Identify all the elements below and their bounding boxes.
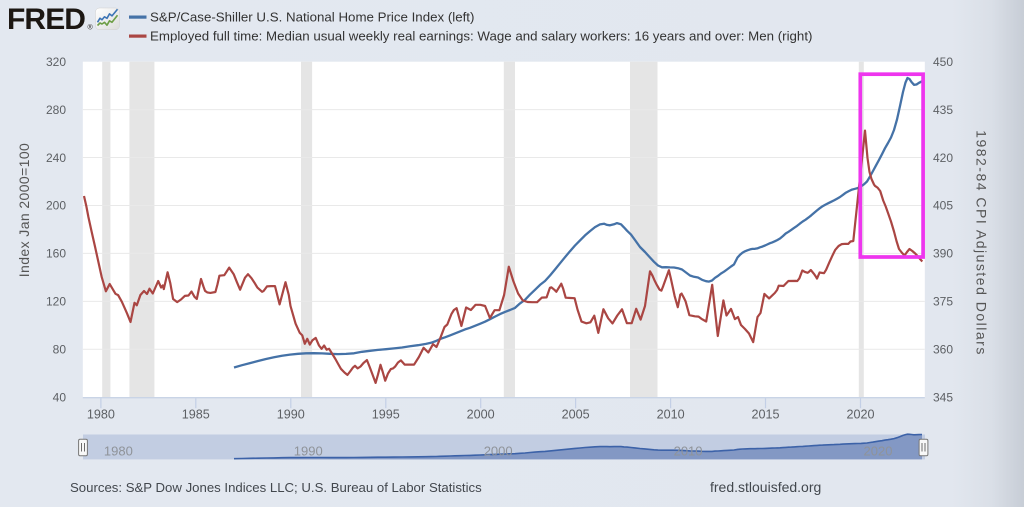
svg-text:Index Jan 2000=100: Index Jan 2000=100 [16, 143, 32, 277]
svg-text:160: 160 [46, 247, 66, 261]
svg-text:450: 450 [933, 55, 953, 69]
svg-text:2000: 2000 [484, 444, 513, 459]
svg-text:1995: 1995 [372, 407, 400, 421]
svg-text:200: 200 [46, 199, 66, 213]
svg-text:2020: 2020 [864, 444, 893, 459]
svg-text:120: 120 [46, 295, 66, 309]
svg-text:S&P/Case-Shiller U.S. National: S&P/Case-Shiller U.S. National Home Pric… [150, 10, 474, 25]
svg-text:2005: 2005 [562, 407, 590, 421]
svg-text:2010: 2010 [657, 407, 685, 421]
svg-text:2015: 2015 [751, 407, 779, 421]
svg-text:390: 390 [933, 247, 953, 261]
svg-text:320: 320 [46, 55, 66, 69]
svg-text:fred.stlouisfed.org: fred.stlouisfed.org [710, 479, 821, 495]
svg-text:280: 280 [46, 103, 66, 117]
svg-text:40: 40 [53, 390, 67, 404]
svg-text:420: 420 [933, 151, 953, 165]
svg-text:FRED: FRED [7, 3, 85, 36]
svg-text:80: 80 [53, 343, 67, 357]
svg-text:®: ® [88, 24, 94, 32]
svg-text:405: 405 [933, 199, 953, 213]
svg-text:1990: 1990 [277, 407, 305, 421]
svg-text:1980: 1980 [104, 444, 133, 459]
svg-text:2020: 2020 [846, 407, 874, 421]
svg-text:1980: 1980 [87, 407, 115, 421]
svg-text:360: 360 [933, 343, 953, 357]
svg-text:1990: 1990 [294, 444, 323, 459]
svg-text:375: 375 [933, 295, 953, 309]
svg-text:240: 240 [46, 151, 66, 165]
svg-text:345: 345 [933, 390, 953, 404]
svg-text:Employed full time: Median usu: Employed full time: Median usual weekly … [150, 29, 812, 44]
svg-text:2010: 2010 [674, 444, 703, 459]
svg-text:435: 435 [933, 103, 953, 117]
svg-text:2000: 2000 [467, 407, 495, 421]
svg-text:1982-84 CPI Adjusted Dollars: 1982-84 CPI Adjusted Dollars [974, 130, 990, 356]
svg-text:1985: 1985 [182, 407, 210, 421]
svg-text:Sources: S&P Dow Jones Indices: Sources: S&P Dow Jones Indices LLC; U.S.… [70, 480, 482, 495]
